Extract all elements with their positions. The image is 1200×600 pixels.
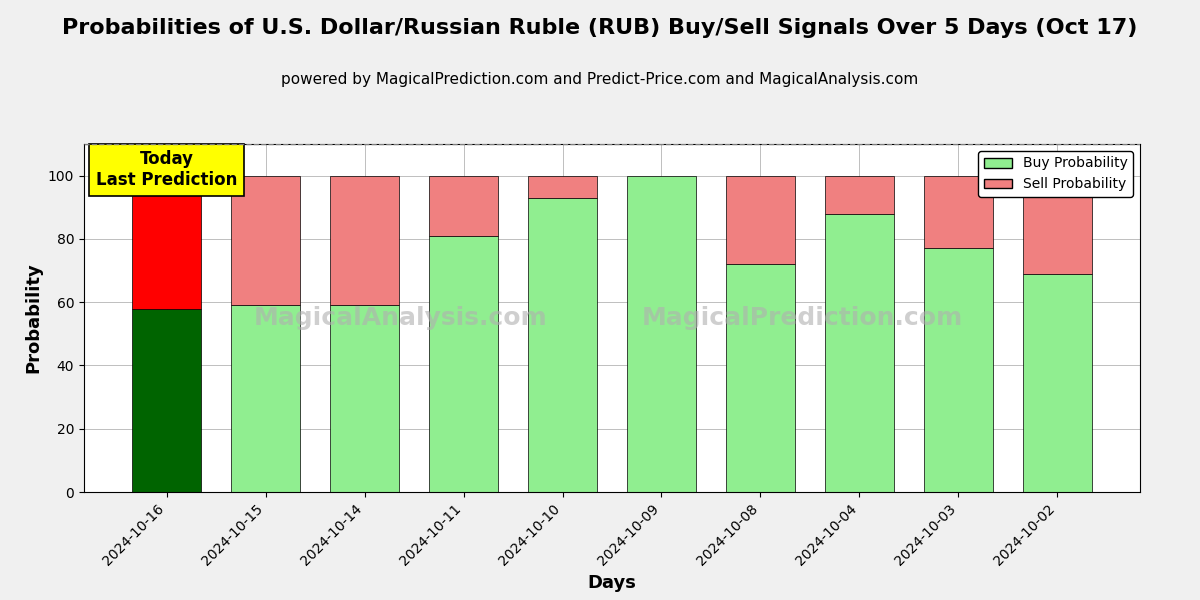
Bar bbox=[428, 236, 498, 492]
Bar bbox=[528, 176, 598, 198]
Bar bbox=[924, 248, 994, 492]
Bar bbox=[924, 176, 994, 248]
Bar bbox=[132, 176, 202, 308]
Bar bbox=[330, 305, 400, 492]
Bar bbox=[330, 176, 400, 305]
Bar bbox=[428, 176, 498, 236]
Text: MagicalAnalysis.com: MagicalAnalysis.com bbox=[254, 306, 547, 330]
Legend: Buy Probability, Sell Probability: Buy Probability, Sell Probability bbox=[978, 151, 1133, 197]
Bar bbox=[824, 214, 894, 492]
Text: Today
Last Prediction: Today Last Prediction bbox=[96, 151, 238, 189]
X-axis label: Days: Days bbox=[588, 574, 636, 592]
Text: Probabilities of U.S. Dollar/Russian Ruble (RUB) Buy/Sell Signals Over 5 Days (O: Probabilities of U.S. Dollar/Russian Rub… bbox=[62, 18, 1138, 38]
Bar bbox=[1022, 274, 1092, 492]
Bar bbox=[726, 264, 796, 492]
Bar bbox=[726, 176, 796, 264]
Bar bbox=[626, 176, 696, 492]
Bar bbox=[1022, 176, 1092, 274]
Text: MagicalPrediction.com: MagicalPrediction.com bbox=[642, 306, 962, 330]
Bar bbox=[230, 305, 300, 492]
Text: powered by MagicalPrediction.com and Predict-Price.com and MagicalAnalysis.com: powered by MagicalPrediction.com and Pre… bbox=[281, 72, 919, 87]
Bar bbox=[230, 176, 300, 305]
Bar bbox=[824, 176, 894, 214]
Bar bbox=[132, 308, 202, 492]
Y-axis label: Probability: Probability bbox=[24, 263, 42, 373]
Bar bbox=[528, 198, 598, 492]
